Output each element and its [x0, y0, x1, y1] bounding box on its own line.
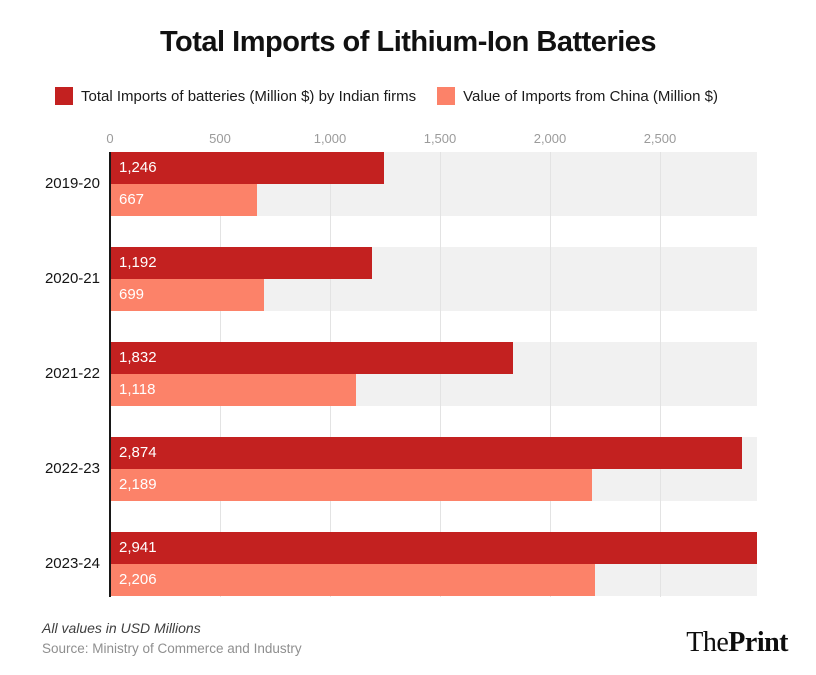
x-tick-label: 1,500	[423, 131, 457, 146]
bar-china: 1,118	[110, 374, 356, 406]
bar-group: 1,192 699	[110, 247, 757, 311]
legend-swatch-dark-red	[55, 87, 73, 105]
bar-value-label: 2,874	[119, 444, 157, 461]
x-tick-label: 1,000	[313, 131, 347, 146]
category-label: 2021-22	[44, 365, 100, 382]
bar-value-label: 1,192	[119, 254, 157, 271]
category-label: 2019-20	[44, 175, 100, 192]
category-axis: 2019-20 2020-21 2021-22 2022-23 2023-24	[0, 152, 100, 597]
bar-value-label: 2,189	[119, 476, 157, 493]
bar-china: 2,189	[110, 469, 592, 501]
bar-group: 2,874 2,189	[110, 437, 757, 501]
bar-group: 2,941 2,206	[110, 532, 757, 596]
bar-indian-firms: 2,874	[110, 437, 743, 469]
bar-value-label: 1,118	[119, 381, 156, 398]
category-label: 2022-23	[44, 460, 100, 477]
bar-value-label: 2,941	[119, 539, 157, 556]
bar-group: 1,832 1,118	[110, 342, 757, 406]
legend-swatch-salmon	[437, 87, 456, 105]
bar-value-label: 1,246	[119, 159, 157, 176]
bar-value-label: 667	[119, 191, 145, 208]
bar-indian-firms: 1,192	[110, 247, 373, 279]
y-axis-line	[109, 152, 111, 597]
source-note: Source: Ministry of Commerce and Industr…	[42, 641, 302, 656]
bar-value-label: 2,206	[119, 571, 157, 588]
x-tick-label: 0	[106, 131, 114, 146]
gridline	[549, 152, 551, 597]
x-tick-label: 2,500	[643, 131, 677, 146]
chart-title: Total Imports of Lithium-Ion Batteries	[159, 26, 657, 58]
gridline	[439, 152, 441, 597]
x-tick-label: 500	[209, 131, 231, 146]
legend-item-indian-firms: Total Imports of batteries (Million $) b…	[55, 87, 416, 105]
legend-label-china: Value of Imports from China (Million $)	[463, 87, 718, 105]
x-tick-label: 2,000	[533, 131, 567, 146]
bar-indian-firms: 2,941	[110, 532, 757, 564]
gridline	[659, 152, 661, 597]
legend-item-china: Value of Imports from China (Million $)	[437, 87, 718, 105]
bar-china: 699	[110, 279, 264, 311]
bar-indian-firms: 1,832	[110, 342, 514, 374]
category-label: 2020-21	[44, 270, 100, 287]
logo-print: Print	[728, 627, 788, 658]
logo-the: The	[686, 627, 729, 658]
legend-label-indian-firms: Total Imports of batteries (Million $) b…	[81, 87, 417, 105]
bar-china: 2,206	[110, 564, 596, 596]
legend: Total Imports of batteries (Million $) b…	[55, 87, 718, 105]
x-axis: 0 500 1,000 1,500 2,000 2,500	[106, 131, 757, 149]
category-label: 2023-24	[44, 555, 100, 572]
bar-value-label: 699	[119, 286, 145, 303]
plot-area: 1,246 667 1,192 699 1,832 1,118 2,874 2,189 2,94…	[109, 152, 757, 597]
bar-value-label: 1,832	[119, 349, 157, 366]
bar-china: 667	[110, 184, 257, 216]
bar-indian-firms: 1,246	[110, 152, 385, 184]
theprint-logo: ThePrint	[686, 627, 788, 659]
bar-group: 1,246 667	[110, 152, 757, 216]
footnote: All values in USD Millions	[42, 620, 201, 636]
